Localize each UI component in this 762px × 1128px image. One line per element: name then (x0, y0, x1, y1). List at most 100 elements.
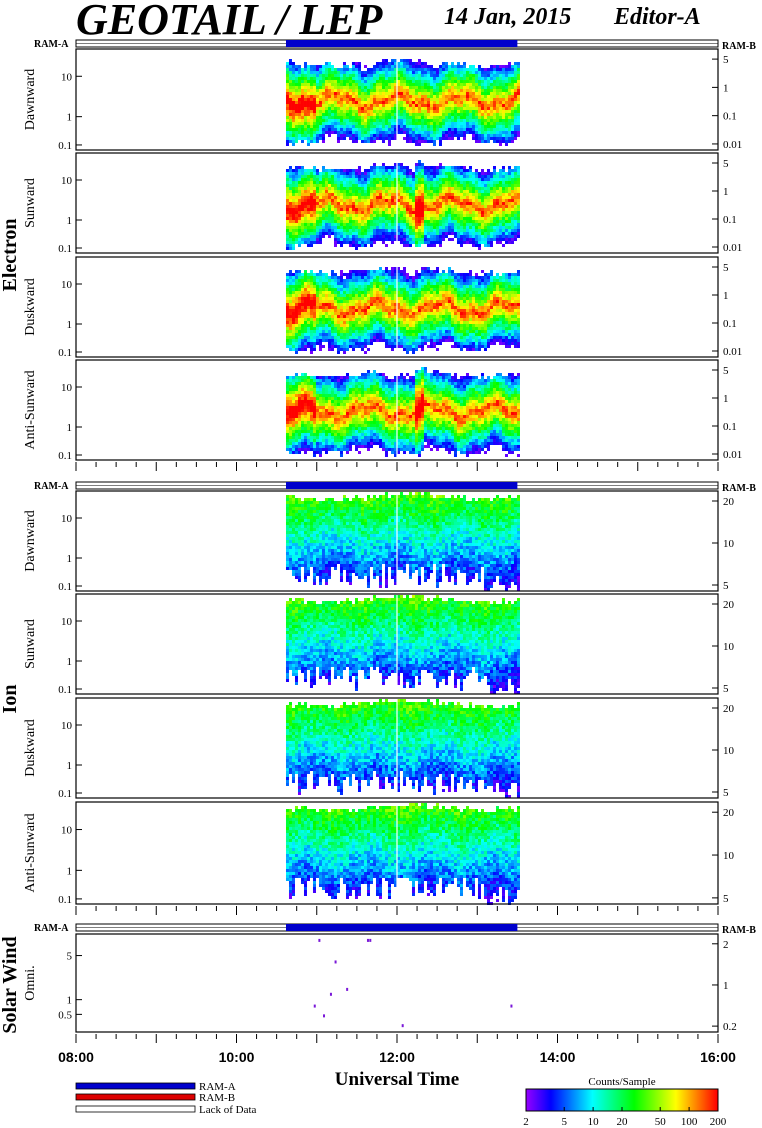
spectrogram-cell (363, 309, 367, 312)
spectrogram-cell (438, 125, 442, 128)
spectrogram-cell (303, 184, 307, 187)
spectrogram-cell (504, 74, 508, 77)
spectrogram-cell (498, 190, 502, 193)
spectrogram-cell (321, 175, 325, 178)
spectrogram-cell (306, 172, 310, 175)
spectrogram-cell (420, 235, 424, 238)
spectrogram-cell (399, 68, 403, 71)
spectrogram-cell (375, 273, 379, 276)
spectrogram-cell (369, 303, 373, 306)
spectrogram-cell (393, 80, 397, 83)
spectrogram-cell (420, 226, 424, 229)
spectrogram-cell (474, 244, 478, 247)
spectrogram-cell (333, 229, 337, 232)
spectrogram-cell (363, 98, 367, 101)
spectrogram-cell (474, 211, 478, 214)
spectrogram-cell (429, 193, 433, 196)
spectrogram-cell (357, 89, 361, 92)
spectrogram-cell (333, 196, 337, 199)
spectrogram-cell (450, 181, 454, 184)
spectrogram-cell (417, 190, 421, 193)
spectrogram-cell (291, 205, 295, 208)
spectrogram-cell (516, 131, 520, 134)
spectrogram-cell (477, 172, 481, 175)
spectrogram-cell (351, 273, 355, 276)
spectrogram-cell (438, 235, 442, 238)
spectrogram-cell (297, 220, 301, 223)
spectrogram-cell (369, 315, 373, 318)
spectrogram-cell (342, 324, 346, 327)
spectrogram-cell (417, 229, 421, 232)
spectrogram-cell (318, 205, 322, 208)
spectrogram-cell (507, 83, 511, 86)
spectrogram-cell (468, 208, 472, 211)
spectrogram-cell (399, 116, 403, 119)
spectrogram-cell (288, 339, 292, 342)
spectrogram-cell (384, 193, 388, 196)
spectrogram-cell (354, 83, 358, 86)
spectrogram-cell (495, 190, 499, 193)
spectrogram-cell (372, 163, 376, 166)
spectrogram-cell (318, 65, 322, 68)
spectrogram-cell (393, 137, 397, 140)
spectrogram-cell (291, 235, 295, 238)
spectrogram-cell (369, 202, 373, 205)
spectrogram-cell (312, 74, 316, 77)
spectrogram-cell (498, 125, 502, 128)
spectrogram-cell (342, 202, 346, 205)
spectrogram-cell (354, 137, 358, 140)
spectrogram-cell (459, 226, 463, 229)
spectrogram-cell (390, 104, 394, 107)
spectrogram-cell (507, 172, 511, 175)
spectrogram-cell (312, 202, 316, 205)
spectrogram-cell (429, 238, 433, 241)
spectrogram-cell (348, 285, 352, 288)
spectrogram-cell (516, 68, 520, 71)
spectrogram-cell (294, 166, 298, 169)
spectrogram-cell (348, 74, 352, 77)
spectrogram-cell (318, 285, 322, 288)
spectrogram-cell (432, 238, 436, 241)
spectrogram-cell (330, 74, 334, 77)
spectrogram-cell (354, 98, 358, 101)
spectrogram-cell (354, 241, 358, 244)
spectrogram-cell (495, 223, 499, 226)
spectrogram-cell (321, 345, 325, 348)
spectrogram-cell (357, 333, 361, 336)
spectrogram-cell (378, 101, 382, 104)
spectrogram-cell (366, 220, 370, 223)
spectrogram-cell (339, 86, 343, 89)
spectrogram-cell (348, 241, 352, 244)
spectrogram-cell (321, 184, 325, 187)
spectrogram-cell (321, 223, 325, 226)
spectrogram-cell (429, 140, 433, 143)
spectrogram-cell (354, 199, 358, 202)
spectrogram-cell (396, 110, 400, 113)
spectrogram-cell (405, 116, 409, 119)
spectrogram-cell (507, 137, 511, 140)
spectrogram-cell (483, 238, 487, 241)
spectrogram-cell (336, 238, 340, 241)
spectrogram-cell (450, 89, 454, 92)
spectrogram-cell (387, 279, 391, 282)
spectrogram-cell (333, 333, 337, 336)
spectrogram-cell (447, 208, 451, 211)
spectrogram-cell (357, 342, 361, 345)
spectrogram-cell (516, 196, 520, 199)
spectrogram-cell (387, 270, 391, 273)
spectrogram-cell (429, 98, 433, 101)
spectrogram-cell (450, 62, 454, 65)
spectrogram-cell (384, 98, 388, 101)
spectrogram-cell (294, 184, 298, 187)
spectrogram-cell (504, 65, 508, 68)
spectrogram-cell (303, 300, 307, 303)
spectrogram-cell (345, 202, 349, 205)
spectrogram-cell (480, 113, 484, 116)
spectrogram-cell (444, 181, 448, 184)
spectrogram-cell (465, 86, 469, 89)
spectrogram-cell (501, 98, 505, 101)
spectrogram-cell (483, 223, 487, 226)
spectrogram-cell (384, 342, 388, 345)
spectrogram-cell (303, 107, 307, 110)
spectrogram-cell (417, 217, 421, 220)
